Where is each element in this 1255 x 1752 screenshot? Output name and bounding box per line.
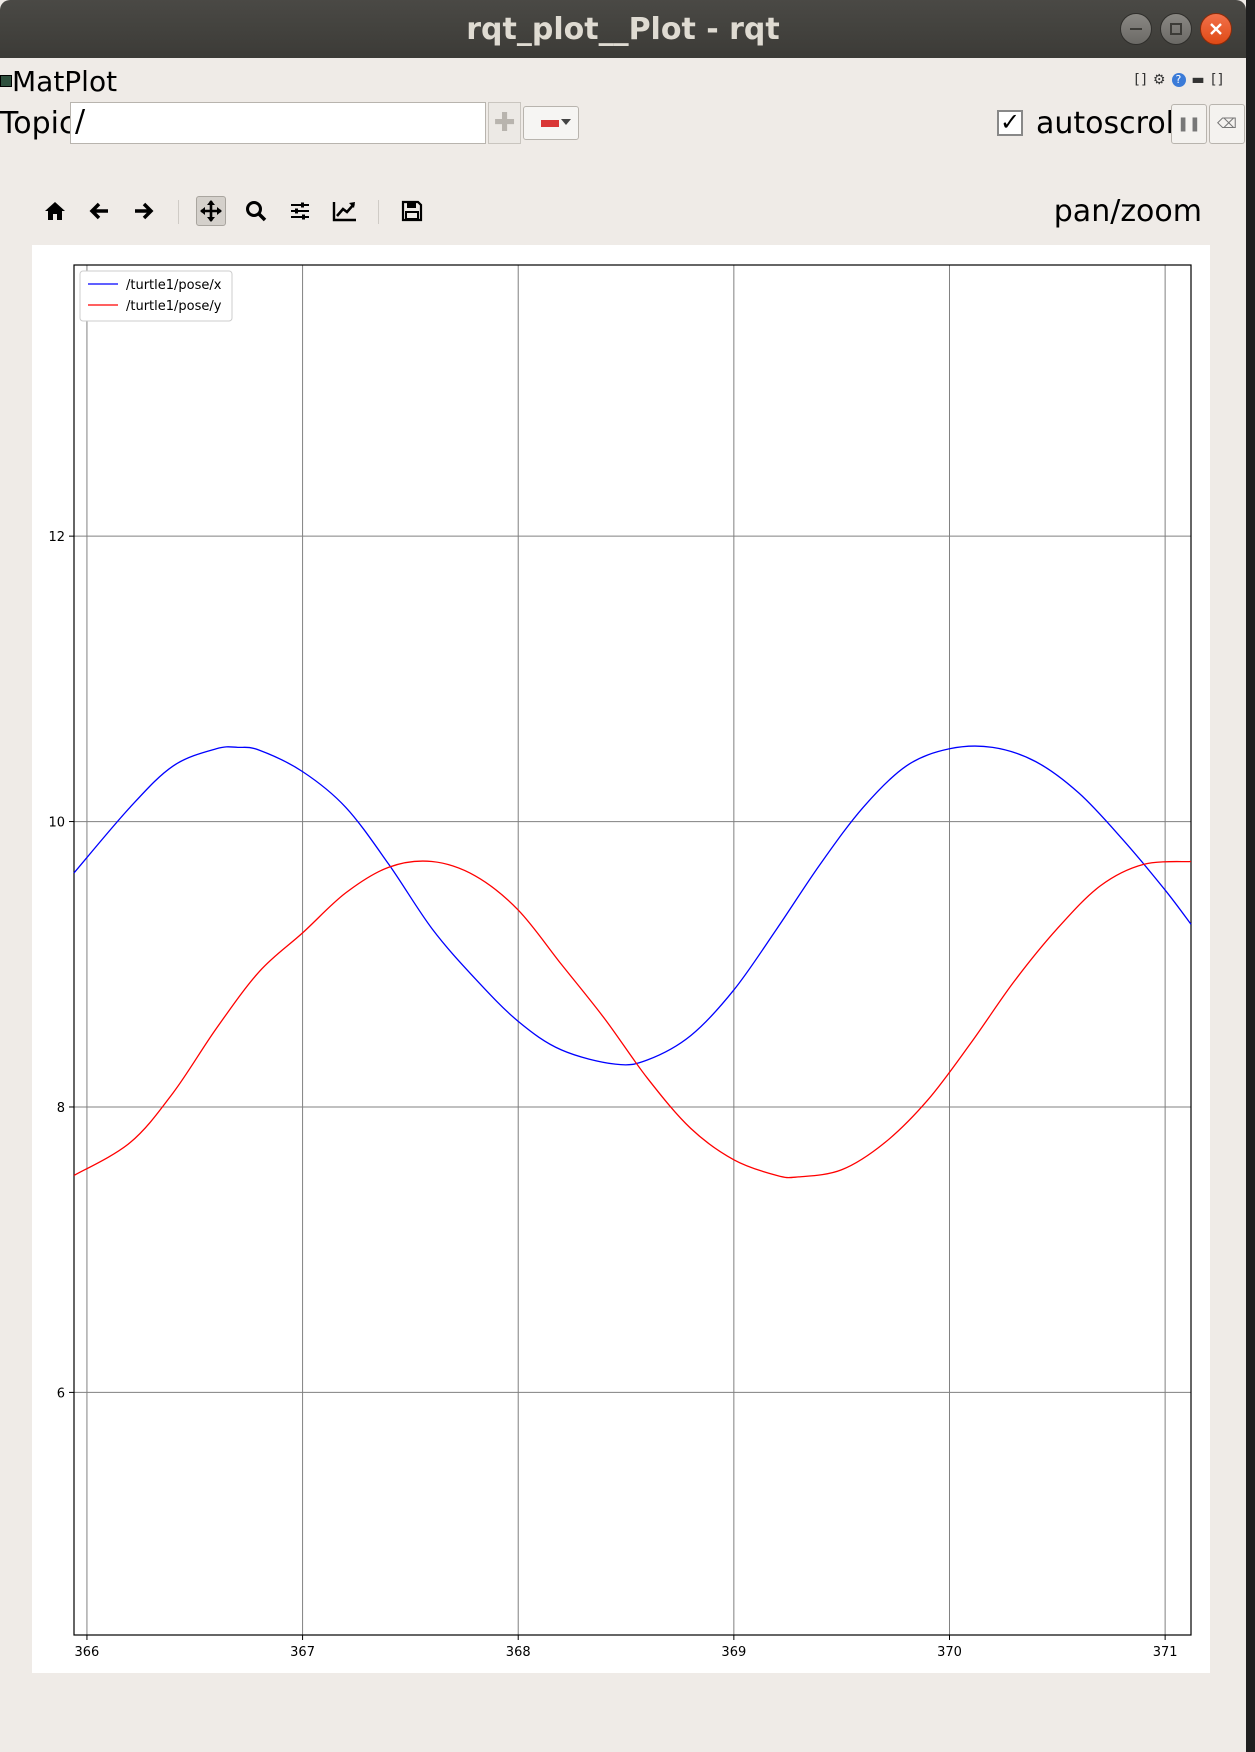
minimize-icon: [1130, 28, 1142, 30]
title-bar[interactable]: rqt_plot__Plot - rqt: [0, 0, 1246, 58]
pause-icon: ❚❚: [1177, 116, 1201, 132]
legend-entry: /turtle1/pose/x: [126, 278, 222, 293]
x-tick-label: 367: [290, 1645, 315, 1660]
x-tick-label: 371: [1153, 1645, 1178, 1660]
y-tick-label: 8: [57, 1101, 65, 1116]
gear-icon[interactable]: ⚙: [1152, 72, 1167, 88]
y-tick-label: 6: [57, 1386, 65, 1401]
legend[interactable]: /turtle1/pose/x/turtle1/pose/y: [79, 270, 233, 322]
configure-subplots-icon: [291, 202, 309, 220]
clear-icon: ⌫: [1217, 116, 1237, 132]
axes-frame: [73, 264, 1192, 1636]
back-icon: [89, 202, 108, 220]
tick-labels: 366 367 368 369 370 371 6 8 10 12: [48, 530, 1177, 1660]
plot-figure[interactable]: 366 367 368 369 370 371 6 8 10 12 /turtle1/pose/x…: [32, 245, 1210, 1673]
configure-subplots-button[interactable]: [285, 196, 315, 226]
toolbar-separator: [378, 200, 379, 224]
close-icon: [1210, 23, 1222, 35]
toolbar-separator: [178, 200, 179, 224]
x-tick-label: 369: [721, 1645, 746, 1660]
save-button[interactable]: [397, 196, 427, 226]
window-title: rqt_plot__Plot - rqt: [466, 12, 780, 47]
y-tick-label: 12: [48, 530, 65, 545]
y-tick-label: 10: [48, 816, 65, 831]
topic-label: Topic: [0, 106, 76, 141]
maximize-button[interactable]: [1160, 13, 1192, 45]
series-line-x: [73, 745, 1192, 1066]
plugin-title: MatPlot: [12, 65, 118, 98]
zoom-button[interactable]: [241, 196, 271, 226]
x-tick-label: 370: [937, 1645, 962, 1660]
grid-lines: [74, 265, 1191, 1635]
remove-topic-dropdown[interactable]: [523, 106, 579, 140]
edit-curves-icon: [332, 202, 356, 222]
minimize-button[interactable]: [1120, 13, 1152, 45]
dock-icon[interactable]: []: [1134, 72, 1148, 88]
forward-button[interactable]: [128, 196, 158, 226]
back-button[interactable]: [85, 196, 115, 226]
zoom-icon: [246, 201, 267, 222]
home-icon: [45, 202, 65, 220]
background-window-edge: [1246, 0, 1255, 1752]
minimize-plugin-icon[interactable]: ▬: [1191, 72, 1206, 88]
close-plugin-icon[interactable]: []: [1211, 72, 1224, 88]
plus-icon: ✚: [493, 108, 516, 138]
close-button[interactable]: [1200, 13, 1232, 45]
plugin-controls: [] ⚙ ? ▬ []: [1135, 72, 1224, 88]
x-tick-label: 368: [506, 1645, 531, 1660]
chevron-down-icon: [561, 119, 571, 125]
data-lines: [73, 745, 1192, 1179]
plot-canvas[interactable]: 366 367 368 369 370 371 6 8 10 12 /turtle1/pose/x…: [32, 245, 1210, 1673]
topic-input[interactable]: /: [70, 102, 486, 144]
autoscroll-checkbox[interactable]: ✓: [997, 110, 1023, 136]
series-line-y: [73, 860, 1192, 1179]
pan-icon: [200, 200, 222, 222]
edit-curves-button[interactable]: [330, 196, 360, 226]
pan-button[interactable]: [196, 196, 226, 226]
x-tick-label: 366: [75, 1645, 100, 1660]
minus-icon: [541, 120, 559, 127]
add-topic-button[interactable]: ✚: [488, 102, 521, 144]
plugin-icon: [0, 75, 12, 87]
legend-entry: /turtle1/pose/y: [126, 299, 222, 314]
toolbar-mode-label: pan/zoom: [1053, 194, 1202, 229]
forward-icon: [135, 202, 154, 220]
autoscroll-label: autoscroll: [1036, 106, 1183, 141]
pause-button[interactable]: ❚❚: [1171, 104, 1207, 144]
home-button[interactable]: [40, 196, 70, 226]
clear-button[interactable]: ⌫: [1209, 104, 1245, 144]
help-icon[interactable]: ?: [1171, 73, 1186, 87]
save-icon: [401, 200, 423, 222]
maximize-icon: [1170, 23, 1182, 35]
